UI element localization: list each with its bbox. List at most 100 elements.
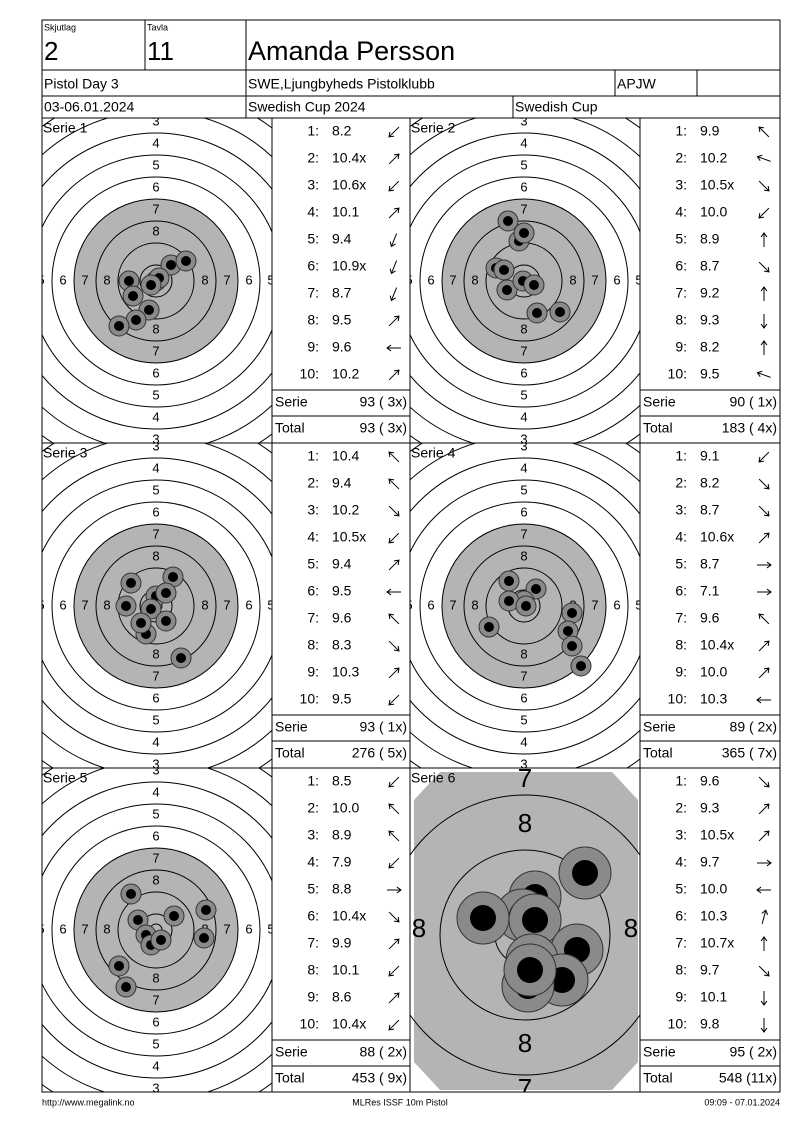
ring-label: 6 (152, 179, 159, 194)
ring-label: 6 (245, 921, 252, 936)
arrow (758, 803, 770, 815)
arrow (758, 667, 770, 679)
shot-value: 10.2 (332, 502, 359, 518)
shot (124, 276, 134, 286)
ring-label: 5 (152, 1036, 159, 1051)
shot (166, 260, 176, 270)
arrow (388, 965, 400, 977)
arrow (758, 261, 770, 273)
ring-label: 6 (59, 921, 66, 936)
shot-number: 2: (307, 800, 319, 816)
ring-label: 3 (520, 438, 527, 453)
ring-label: 7 (518, 763, 532, 793)
ring-label: 5 (520, 712, 527, 727)
shot-value: 9.7 (700, 854, 720, 870)
shot (504, 576, 514, 586)
ring-label: 8 (103, 921, 110, 936)
ring-label: 4 (152, 1058, 159, 1073)
arrow (757, 859, 772, 867)
ring-label: 8 (152, 321, 159, 336)
ring-label: 5 (267, 597, 274, 612)
serie-label: Serie (643, 1044, 676, 1060)
ring-label: 7 (449, 597, 456, 612)
ring-label: 6 (427, 597, 434, 612)
arrow (756, 154, 771, 162)
shot (576, 661, 586, 671)
shot-value: 7.1 (700, 583, 720, 599)
shot-value: 10.2 (700, 150, 727, 166)
ring-label: 8 (520, 646, 527, 661)
ring (410, 794, 640, 1076)
shot (133, 915, 143, 925)
ring-label: 5 (152, 712, 159, 727)
serie-name: Serie 3 (43, 445, 88, 461)
total-label: Total (275, 745, 305, 761)
shot-number: 2: (675, 800, 687, 816)
ring (463, 220, 585, 342)
shot-number: 7: (307, 285, 319, 301)
arrow (760, 286, 768, 301)
ring-label: 7 (223, 272, 230, 287)
shot-value: 8.9 (700, 231, 720, 247)
shot (168, 572, 178, 582)
shot (517, 957, 543, 983)
shot (532, 308, 542, 318)
ring-label: 4 (520, 409, 527, 424)
total-label: Total (643, 420, 673, 436)
ring-label: 5 (267, 921, 274, 936)
shot-value: 9.5 (700, 366, 720, 382)
shot-number: 3: (675, 177, 687, 193)
ring (419, 501, 629, 711)
ring-label: 6 (245, 272, 252, 287)
arrow (388, 992, 400, 1004)
footer-center: MLRes ISSF 10m Pistol (352, 1097, 448, 1107)
ring (42, 781, 272, 1079)
shot-number: 6: (675, 583, 687, 599)
arrow (389, 287, 398, 302)
shot-number: 1: (675, 123, 687, 139)
arrow (758, 965, 770, 977)
shot-value: 8.3 (332, 637, 352, 653)
shot-value: 9.6 (700, 610, 720, 626)
shot-number: 4: (307, 854, 319, 870)
shot-value: 9.2 (700, 285, 720, 301)
shot (161, 588, 171, 598)
ring-label: 8 (518, 1028, 532, 1058)
shot-value: 9.6 (700, 773, 720, 789)
arrow (757, 588, 772, 596)
arrow (760, 314, 768, 329)
shot-number: 9: (675, 989, 687, 1005)
shot-value: 10.3 (332, 664, 359, 680)
ring (117, 891, 195, 969)
shot-number: 7: (675, 935, 687, 951)
ring-label: 5 (635, 272, 642, 287)
ring (73, 523, 239, 689)
shot-value: 9.4 (332, 475, 352, 491)
ring-label: 8 (201, 597, 208, 612)
ring (95, 545, 217, 667)
ring-label: 8 (520, 321, 527, 336)
ring (117, 242, 195, 320)
shot-number: 5: (675, 881, 687, 897)
ring (410, 154, 640, 408)
ring-label: 6 (520, 179, 527, 194)
ring-label: 8 (152, 646, 159, 661)
ring (73, 847, 239, 1013)
shot-number: 7: (307, 935, 319, 951)
shot-number: 5: (307, 556, 319, 572)
footer-right: 09:09 - 07.01.2024 (704, 1097, 780, 1107)
ring (410, 457, 640, 755)
label: Tavla (147, 22, 168, 32)
ring (485, 567, 563, 645)
shot-number: 3: (307, 827, 319, 843)
arrow (758, 776, 770, 788)
shot-number: 2: (307, 475, 319, 491)
arrow (388, 369, 400, 381)
shot-value: 10.6x (332, 177, 366, 193)
arrow (758, 478, 770, 490)
arrow (388, 478, 400, 490)
ring-label: 6 (520, 504, 527, 519)
shot-number: 9: (675, 664, 687, 680)
shot-number: 8: (307, 962, 319, 978)
